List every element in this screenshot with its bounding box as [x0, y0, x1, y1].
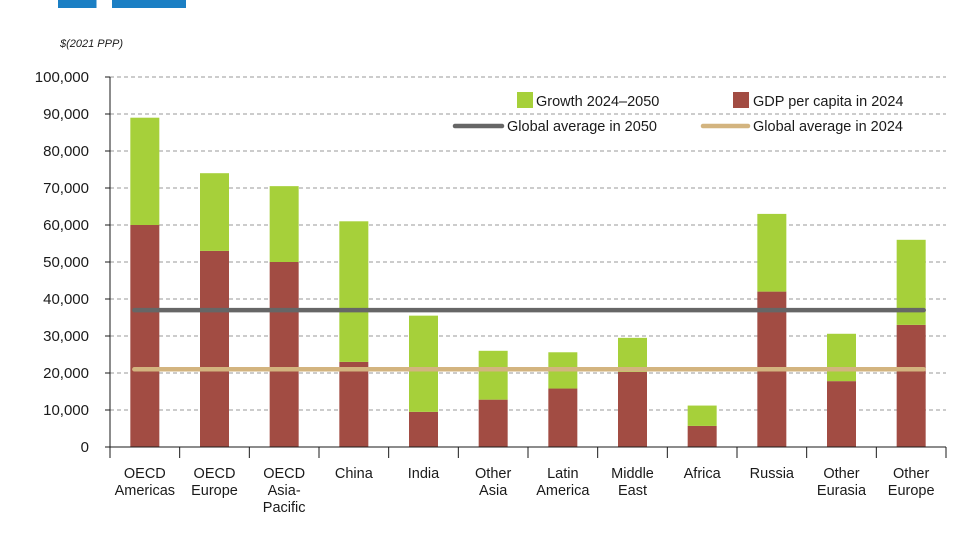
bar-gdp-2024 — [478, 399, 508, 447]
legend-label-gdp-2024: GDP per capita in 2024 — [753, 94, 903, 110]
bar-gdp-2024 — [827, 381, 856, 447]
x-category-label: Other — [475, 466, 511, 482]
y-tick-label: 70,000 — [43, 180, 89, 197]
legend-label-avg-2050: Global average in 2050 — [507, 119, 657, 135]
legend-label-growth: Growth 2024–2050 — [536, 94, 659, 110]
x-category-label: Eurasia — [817, 483, 867, 499]
bar-growth-2024-2050 — [827, 333, 856, 382]
legend-swatch-gdp-2024 — [733, 92, 749, 108]
x-category-label: Americas — [115, 483, 175, 499]
y-tick-label: 90,000 — [43, 106, 89, 123]
y-tick-label: 60,000 — [43, 217, 89, 234]
bar-growth-2024-2050 — [339, 221, 369, 362]
legend-swatch-growth — [517, 92, 533, 108]
x-category-label: Pacific — [263, 500, 306, 516]
bar-gdp-2024 — [130, 225, 160, 447]
bar-growth-2024-2050 — [130, 117, 160, 225]
bar-gdp-2024 — [687, 425, 717, 447]
bar-gdp-2024 — [896, 324, 926, 447]
x-category-label: Other — [823, 466, 859, 482]
bar-gdp-2024 — [339, 361, 369, 447]
x-category-label: East — [618, 483, 647, 499]
bar-gdp-2024 — [618, 371, 647, 447]
x-category-label: Europe — [888, 483, 935, 499]
x-category-label: OECD — [194, 466, 236, 482]
x-category-label: OECD — [263, 466, 305, 482]
x-category-label: Europe — [191, 483, 238, 499]
bar-growth-2024-2050 — [409, 315, 438, 412]
y-tick-label: 10,000 — [43, 402, 89, 419]
x-category-label: America — [536, 483, 590, 499]
y-tick-label: 40,000 — [43, 291, 89, 308]
x-category-label: Asia — [479, 483, 508, 499]
x-category-label: Middle — [611, 466, 654, 482]
y-tick-label: 50,000 — [43, 254, 89, 271]
x-category-label: OECD — [124, 466, 166, 482]
y-tick-label: 0 — [81, 439, 89, 456]
bar-growth-2024-2050 — [200, 173, 229, 251]
y-tick-label: 100,000 — [35, 69, 89, 86]
y-axis-unit-label: $(2021 PPP) — [60, 38, 123, 50]
bar-growth-2024-2050 — [478, 350, 508, 400]
title-fragment — [58, 0, 186, 8]
bar-growth-2024-2050 — [618, 337, 647, 372]
y-tick-label: 20,000 — [43, 365, 89, 382]
bar-gdp-2024 — [548, 388, 578, 447]
x-category-label: Latin — [547, 466, 578, 482]
bar-growth-2024-2050 — [757, 213, 787, 292]
x-category-label: China — [335, 466, 374, 482]
y-tick-label: 80,000 — [43, 143, 89, 160]
bar-gdp-2024 — [200, 250, 229, 447]
bar-growth-2024-2050 — [687, 405, 717, 426]
x-category-label: Africa — [684, 466, 722, 482]
bar-growth-2024-2050 — [269, 186, 299, 262]
x-category-label: Asia- — [268, 483, 301, 499]
x-category-label: Other — [893, 466, 929, 482]
x-category-label: India — [408, 466, 440, 482]
bar-gdp-2024 — [409, 411, 438, 447]
legend-label-avg-2024: Global average in 2024 — [753, 119, 903, 135]
x-category-label: Russia — [750, 466, 795, 482]
y-tick-label: 30,000 — [43, 328, 89, 345]
bar-gdp-2024 — [269, 262, 299, 447]
